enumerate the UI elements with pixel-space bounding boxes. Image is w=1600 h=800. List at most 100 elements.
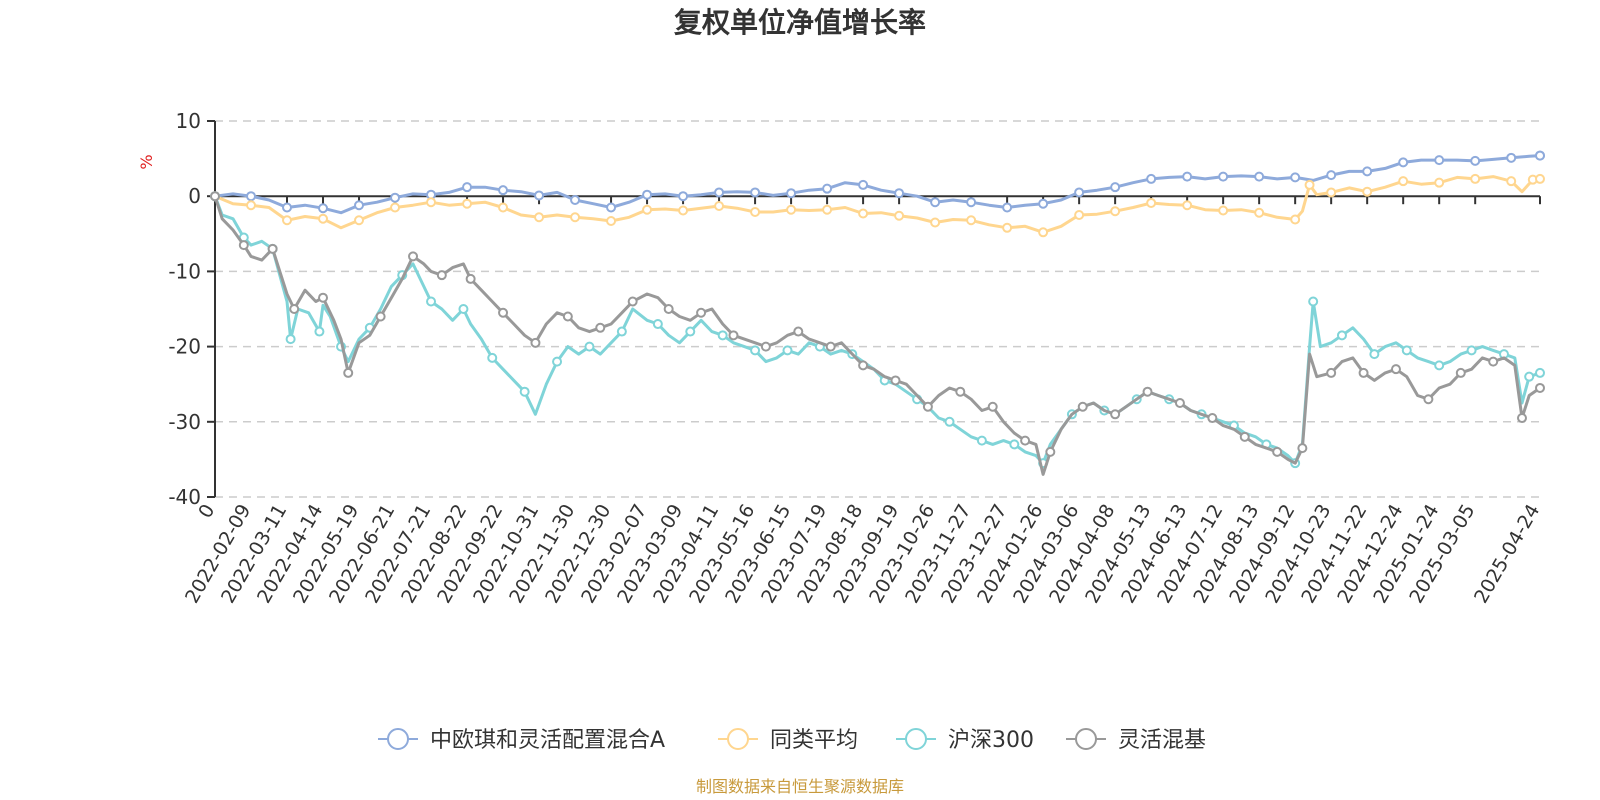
data-point[interactable] xyxy=(318,292,329,303)
data-point[interactable] xyxy=(1009,439,1020,450)
data-point[interactable] xyxy=(210,191,220,202)
data-point[interactable] xyxy=(1254,207,1265,218)
data-point[interactable] xyxy=(1020,435,1031,446)
data-point[interactable] xyxy=(1336,330,1347,341)
data-point[interactable] xyxy=(534,190,545,201)
data-point[interactable] xyxy=(642,204,653,215)
data-point[interactable] xyxy=(354,215,365,226)
data-point[interactable] xyxy=(1290,172,1301,183)
data-point[interactable] xyxy=(858,179,869,190)
data-point[interactable] xyxy=(1390,364,1401,375)
data-point[interactable] xyxy=(343,367,354,378)
data-point[interactable] xyxy=(1038,227,1049,238)
data-point[interactable] xyxy=(1398,157,1409,168)
data-point[interactable] xyxy=(1358,367,1369,378)
data-point[interactable] xyxy=(282,215,293,226)
data-point[interactable] xyxy=(1326,170,1337,181)
data-point[interactable] xyxy=(825,341,836,352)
data-point[interactable] xyxy=(1524,371,1535,382)
data-point[interactable] xyxy=(793,326,804,337)
data-point[interactable] xyxy=(1290,214,1301,225)
data-point[interactable] xyxy=(930,217,941,228)
data-point[interactable] xyxy=(1369,349,1380,360)
data-point[interactable] xyxy=(616,326,627,337)
data-point[interactable] xyxy=(1077,401,1088,412)
data-point[interactable] xyxy=(465,273,476,284)
data-point[interactable] xyxy=(890,375,901,386)
data-point[interactable] xyxy=(282,202,293,213)
data-point[interactable] xyxy=(1516,413,1527,424)
data-point[interactable] xyxy=(238,240,249,251)
data-point[interactable] xyxy=(1045,446,1056,457)
data-point[interactable] xyxy=(1207,413,1218,424)
data-point[interactable] xyxy=(728,330,739,341)
data-point[interactable] xyxy=(562,311,573,322)
data-point[interactable] xyxy=(426,296,437,307)
data-point[interactable] xyxy=(246,200,257,211)
data-point[interactable] xyxy=(1506,152,1517,163)
data-point[interactable] xyxy=(552,356,563,367)
data-point[interactable] xyxy=(750,187,761,198)
data-point[interactable] xyxy=(1110,409,1121,420)
data-point[interactable] xyxy=(1254,171,1265,182)
data-point[interactable] xyxy=(462,182,473,193)
data-point[interactable] xyxy=(1470,173,1481,184)
data-point[interactable] xyxy=(1002,202,1013,213)
data-point[interactable] xyxy=(782,345,793,356)
data-point[interactable] xyxy=(627,296,638,307)
data-point[interactable] xyxy=(1272,446,1283,457)
data-point[interactable] xyxy=(858,208,869,219)
data-point[interactable] xyxy=(375,311,386,322)
data-point[interactable] xyxy=(606,216,617,227)
data-point[interactable] xyxy=(786,188,797,199)
data-point[interactable] xyxy=(894,188,905,199)
data-point[interactable] xyxy=(1002,222,1013,233)
data-point[interactable] xyxy=(696,307,707,318)
data-point[interactable] xyxy=(498,307,509,318)
data-point[interactable] xyxy=(1110,206,1121,217)
data-point[interactable] xyxy=(458,304,469,314)
data-point[interactable] xyxy=(750,206,761,217)
data-point[interactable] xyxy=(1297,443,1308,454)
data-point[interactable] xyxy=(678,191,689,202)
data-point[interactable] xyxy=(922,401,933,412)
legend-item-flexible-mixed[interactable]: 灵活混基 xyxy=(1066,728,1206,753)
data-point[interactable] xyxy=(642,189,653,200)
data-point[interactable] xyxy=(750,345,761,356)
data-point[interactable] xyxy=(1470,155,1481,166)
data-point[interactable] xyxy=(498,202,509,213)
data-point[interactable] xyxy=(584,341,595,352)
data-point[interactable] xyxy=(1074,210,1085,220)
data-point[interactable] xyxy=(760,341,771,352)
data-point[interactable] xyxy=(246,191,257,202)
legend-item-csi300[interactable]: 沪深300 xyxy=(896,728,1034,753)
data-point[interactable] xyxy=(498,185,509,196)
data-point[interactable] xyxy=(1535,173,1545,184)
data-point[interactable] xyxy=(685,326,696,337)
data-point[interactable] xyxy=(1182,171,1193,182)
data-point[interactable] xyxy=(1074,187,1085,198)
data-point[interactable] xyxy=(267,243,278,254)
data-point[interactable] xyxy=(976,435,987,446)
data-point[interactable] xyxy=(1146,197,1157,208)
data-point[interactable] xyxy=(289,304,300,314)
data-point[interactable] xyxy=(822,183,833,194)
data-point[interactable] xyxy=(285,334,296,345)
data-point[interactable] xyxy=(1398,176,1409,187)
data-point[interactable] xyxy=(1455,367,1466,378)
data-point[interactable] xyxy=(1423,394,1434,405)
data-point[interactable] xyxy=(1326,187,1337,198)
data-point[interactable] xyxy=(678,205,689,216)
data-point[interactable] xyxy=(930,197,941,208)
data-point[interactable] xyxy=(1434,360,1445,371)
data-point[interactable] xyxy=(390,192,401,203)
data-point[interactable] xyxy=(1304,179,1315,190)
data-point[interactable] xyxy=(1326,367,1337,378)
data-point[interactable] xyxy=(436,270,447,281)
data-point[interactable] xyxy=(1362,186,1373,197)
data-point[interactable] xyxy=(1535,382,1545,393)
data-point[interactable] xyxy=(408,251,419,262)
data-point[interactable] xyxy=(714,187,725,198)
data-point[interactable] xyxy=(1110,182,1121,193)
legend-item-peer-average[interactable]: 同类平均 xyxy=(718,728,858,753)
